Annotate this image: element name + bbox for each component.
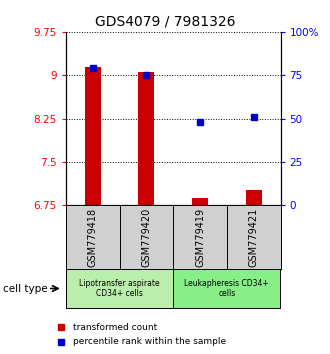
- Bar: [138, 72, 154, 205]
- Text: cell type: cell type: [3, 284, 48, 293]
- Text: percentile rank within the sample: percentile rank within the sample: [73, 337, 226, 346]
- Text: Leukapheresis CD34+
cells: Leukapheresis CD34+ cells: [184, 279, 269, 298]
- Bar: [246, 190, 262, 205]
- Text: Lipotransfer aspirate
CD34+ cells: Lipotransfer aspirate CD34+ cells: [79, 279, 160, 298]
- Text: GSM779420: GSM779420: [142, 207, 151, 267]
- Bar: [85, 67, 101, 205]
- Bar: [192, 198, 208, 205]
- Text: transformed count: transformed count: [73, 323, 157, 332]
- Text: GSM779421: GSM779421: [249, 207, 259, 267]
- Text: GSM779418: GSM779418: [88, 207, 98, 267]
- Text: GSM779419: GSM779419: [195, 207, 205, 267]
- Text: GDS4079 / 7981326: GDS4079 / 7981326: [95, 14, 235, 28]
